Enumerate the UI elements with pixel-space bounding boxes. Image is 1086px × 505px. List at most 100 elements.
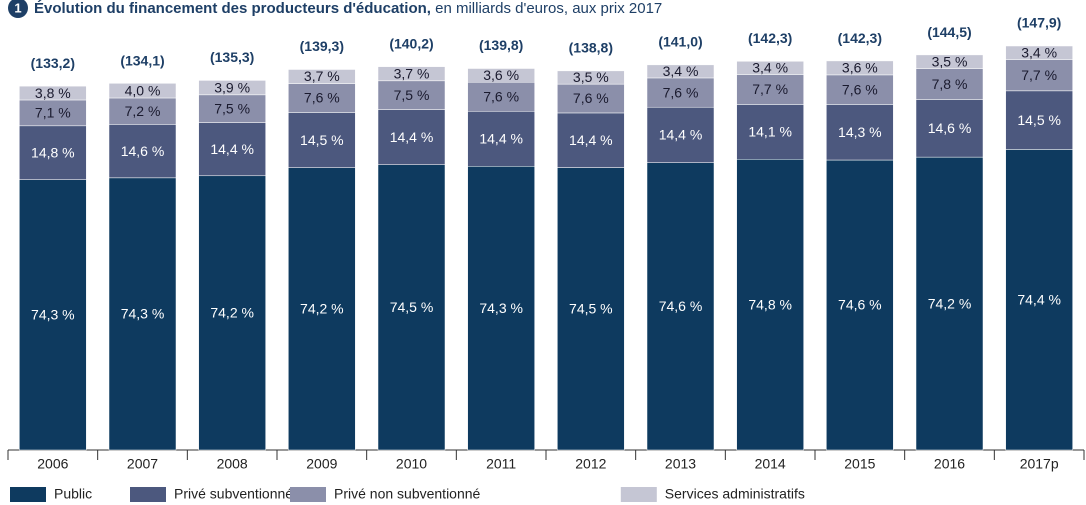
bar-segment: [198, 122, 266, 177]
x-tick-label: 2011: [486, 456, 516, 472]
segment-label: 7,6 %: [842, 81, 878, 97]
x-tick-label: 2006: [37, 456, 68, 472]
total-label: (144,5): [927, 24, 971, 40]
bar-segment: [108, 97, 177, 125]
bar-segment: [108, 83, 177, 99]
bar-segment: [915, 99, 984, 158]
chart-title: Évolution du financement des producteurs…: [34, 0, 431, 17]
bar-segment: [736, 61, 804, 75]
bar-segment: [467, 82, 535, 112]
x-tick-label: 2013: [665, 456, 696, 472]
bar-segment: [736, 74, 804, 105]
segment-label: 3,4 %: [663, 63, 699, 79]
bar-segment: [646, 162, 715, 451]
x-tick-label: 2008: [217, 456, 248, 472]
bar-segment: [288, 83, 356, 113]
bar-segment: [826, 60, 894, 76]
segment-label: 74,2 %: [210, 305, 254, 321]
bar-segment: [557, 112, 625, 168]
bar-segment: [557, 167, 625, 451]
number-badge: [8, 0, 28, 18]
segment-label: 7,8 %: [932, 76, 968, 92]
bar-segment: [1005, 90, 1073, 150]
segment-label: 3,8 %: [35, 85, 71, 101]
segment-label: 7,5 %: [214, 100, 250, 116]
segment-label: 14,1 %: [748, 124, 792, 140]
total-label: (142,3): [748, 30, 792, 46]
segment-label: 74,8 %: [748, 296, 792, 312]
bar-segment: [198, 80, 266, 96]
total-label: (139,8): [479, 37, 523, 53]
x-tick-label: 2015: [844, 456, 875, 472]
bar-segment: [19, 179, 87, 451]
segment-label: 14,4 %: [390, 129, 434, 145]
bar-segment: [915, 68, 984, 100]
segment-label: 14,5 %: [1017, 112, 1061, 128]
total-label: (138,8): [569, 40, 613, 56]
bar-segment: [826, 104, 894, 161]
bar-segment: [467, 166, 535, 451]
bar-segment: [377, 66, 446, 82]
bar-segment: [288, 167, 356, 451]
legend-swatch: [10, 487, 46, 502]
segment-label: 3,5 %: [932, 54, 968, 70]
segment-label: 4,0 %: [125, 82, 161, 98]
bar-segment: [826, 74, 894, 105]
bar-segment: [19, 125, 87, 180]
bar-segment: [826, 159, 894, 451]
bar-segment: [288, 112, 356, 168]
segment-label: 7,1 %: [35, 105, 71, 121]
segment-label: 14,4 %: [569, 132, 613, 148]
segment-label: 14,5 %: [300, 132, 344, 148]
segment-label: 74,2 %: [300, 301, 344, 317]
segment-label: 14,4 %: [210, 141, 254, 157]
total-label: (141,0): [658, 34, 702, 50]
segment-label: 14,3 %: [838, 124, 882, 140]
total-label: (147,9): [1017, 15, 1061, 31]
bar-segment: [646, 64, 715, 79]
segment-label: 3,4 %: [1021, 45, 1057, 61]
bar-segment: [736, 104, 804, 160]
segment-label: 74,2 %: [928, 295, 972, 311]
segment-label: 3,9 %: [214, 79, 250, 95]
bar-segment: [467, 111, 535, 167]
bar-segment: [108, 124, 177, 179]
bar-segment: [1005, 149, 1073, 451]
segment-label: 14,4 %: [659, 127, 703, 143]
total-label: (139,3): [300, 38, 344, 54]
bar-segment: [377, 109, 446, 165]
total-label: (140,2): [389, 36, 433, 52]
legend-swatch: [290, 487, 326, 502]
legend-swatch: [130, 487, 166, 502]
segment-label: 7,6 %: [663, 84, 699, 100]
segment-label: 3,6 %: [483, 67, 519, 83]
segment-label: 14,8 %: [31, 144, 75, 160]
total-label: (142,3): [838, 30, 882, 46]
x-tick-label: 2016: [934, 456, 965, 472]
segment-label: 14,6 %: [121, 143, 165, 159]
x-tick-label: 2009: [306, 456, 337, 472]
segment-label: 7,6 %: [483, 88, 519, 104]
bar-segment: [377, 80, 446, 110]
total-label: (134,1): [120, 52, 164, 68]
x-tick-label: 2010: [396, 456, 427, 472]
segment-label: 7,5 %: [394, 87, 430, 103]
legend-label: Services administratifs: [665, 486, 805, 502]
bar-segment: [198, 175, 266, 451]
x-tick-label: 2014: [755, 456, 786, 472]
segment-label: 3,7 %: [394, 65, 430, 81]
segment-label: 3,5 %: [573, 69, 609, 85]
legend-swatch: [620, 487, 657, 502]
segment-label: 74,6 %: [838, 297, 882, 313]
x-tick-label: 2007: [127, 456, 158, 472]
legend-label: Privé non subventionné: [334, 486, 481, 502]
segment-label: 74,5 %: [569, 300, 613, 316]
segment-label: 74,6 %: [659, 298, 703, 314]
segment-label: 3,7 %: [304, 68, 340, 84]
bar-segment: [1005, 45, 1073, 60]
bar-segment: [19, 85, 87, 101]
bar-segment: [736, 159, 804, 451]
total-label: (135,3): [210, 49, 254, 65]
segment-label: 7,7 %: [752, 81, 788, 97]
